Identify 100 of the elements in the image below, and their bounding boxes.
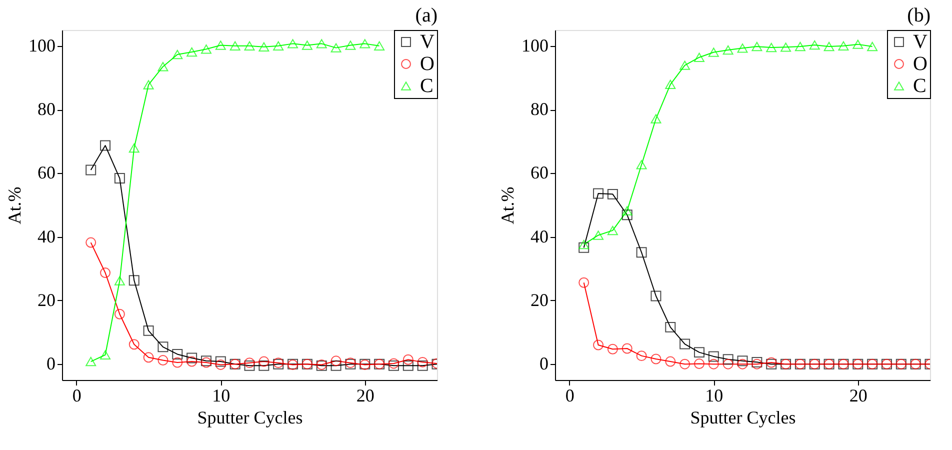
point [766,42,777,52]
point [593,188,604,199]
point [708,358,719,370]
point [824,42,834,52]
point [665,80,676,90]
point [402,360,414,371]
point [794,42,806,52]
legend-label: C [913,75,926,97]
y-tick-label: 100 [522,35,548,56]
point [186,47,198,57]
point [244,360,255,371]
point [330,43,342,52]
point [360,39,370,48]
point [374,41,385,51]
point [417,356,428,368]
x-tick-label: 10 [705,386,724,406]
point [607,226,618,236]
x-tick-label: 20 [356,386,374,406]
point [737,356,748,366]
point [622,343,632,354]
point [86,356,96,366]
point [158,342,168,352]
point [172,357,183,368]
x-axis-title: Sputter Cycles [197,408,303,428]
point [694,52,704,62]
legend-label: O [420,53,434,75]
point [650,354,662,364]
point [258,356,270,367]
point [636,247,647,258]
point [665,322,676,332]
point [345,40,356,50]
point [230,41,240,51]
point [722,358,734,370]
point [852,40,864,49]
legend-label: O [913,53,928,75]
y-tick-label: 20 [38,290,56,310]
point [158,355,168,366]
point [316,39,327,48]
point [258,42,270,52]
point [694,358,704,370]
point [302,40,312,50]
y-tick-label: 40 [530,226,548,246]
point [128,275,140,286]
y-tick-label: 80 [530,99,548,120]
point [100,268,111,278]
point [172,348,183,360]
legend-label: V [913,31,928,53]
point [780,42,792,52]
point [578,277,590,288]
point [86,164,96,176]
point [114,276,125,286]
point [330,360,342,371]
point [200,44,212,54]
point [186,356,198,367]
point [273,41,284,51]
point [650,114,662,124]
y-tick-label: 100 [28,35,56,56]
point [417,360,428,371]
point [650,290,662,302]
point [172,50,183,60]
point [100,350,111,360]
point [708,351,719,362]
chart-title: (a) [415,4,438,26]
point [288,39,298,48]
point [186,352,198,364]
point [867,42,878,52]
point [330,356,342,366]
point [838,41,849,51]
x-tick-label: 10 [212,386,230,406]
point [244,358,255,368]
point [722,354,734,365]
point [809,40,820,50]
point [128,143,140,153]
y-tick-label: 40 [38,226,56,246]
point [680,60,690,70]
y-axis-title: At.% [498,186,518,224]
point [158,62,168,72]
point [100,140,111,151]
x-axis-title: Sputter Cycles [690,408,796,428]
point [722,45,734,55]
point [708,48,719,57]
y-tick-label: 80 [38,99,56,120]
point [402,354,414,365]
point [607,344,618,354]
legend-label: V [420,31,435,53]
point [737,44,748,53]
point [737,358,748,370]
y-tick-label: 60 [38,162,56,183]
point [244,41,255,51]
y-tick-label: 0 [540,354,548,374]
y-tick-label: 0 [46,354,56,374]
x-tick-label: 20 [849,386,868,406]
point [593,230,604,240]
point [215,356,226,367]
point [593,340,604,350]
point [143,352,154,363]
y-tick-label: 60 [530,162,548,183]
point [215,40,226,50]
x-tick-label: 0 [72,386,82,406]
y-axis-title: At.% [4,186,24,224]
